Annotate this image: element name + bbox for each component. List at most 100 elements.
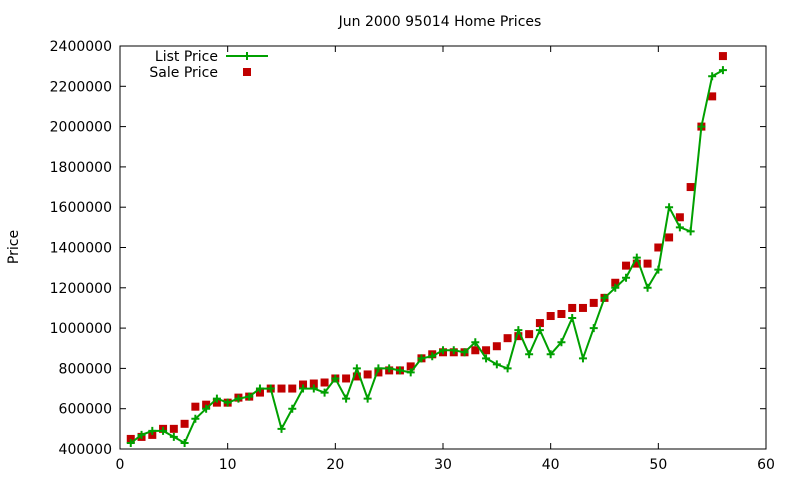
list-price-point: [675, 223, 684, 232]
list-price-point: [503, 364, 512, 373]
list-price-point: [439, 346, 447, 355]
y-tick-label: 2000000: [50, 120, 112, 136]
y-tick-label: 400000: [59, 442, 112, 458]
sale-price-point: [611, 278, 620, 287]
list-price-point: [255, 384, 264, 393]
list-price-point: [234, 394, 243, 403]
list-price-point: [180, 438, 189, 447]
list-price-point: [578, 354, 587, 363]
sale-price-point: [654, 243, 663, 252]
legend-label-list-price: List Price: [155, 49, 218, 65]
x-tick-label: 30: [434, 457, 452, 473]
list-price-point: [363, 394, 372, 403]
list-price-point: [718, 66, 727, 75]
legend-marker-list-price: [243, 52, 251, 60]
sale-price-point: [288, 384, 297, 393]
list-price-point: [148, 426, 157, 435]
sale-price-point: [622, 261, 631, 270]
sale-price-point: [492, 342, 501, 351]
sale-price-point: [482, 346, 491, 355]
legend-marker-sale-price: [243, 68, 251, 76]
sale-price-point: [342, 374, 351, 383]
list-price-point: [395, 366, 404, 375]
list-price-point: [277, 424, 286, 433]
list-price-point: [126, 438, 135, 447]
list-price-point: [622, 273, 631, 282]
list-price-point: [374, 364, 383, 373]
sale-price-point: [299, 380, 308, 389]
list-price-point: [643, 283, 652, 292]
x-tick-label: 60: [757, 457, 775, 473]
x-tick-label: 0: [116, 457, 125, 473]
list-price-point: [697, 122, 706, 131]
legend: List Price Sale Price: [149, 49, 268, 81]
x-tick-label: 50: [649, 457, 667, 473]
sale-price-point: [374, 368, 383, 377]
y-tick-label: 1400000: [50, 241, 112, 257]
sale-price-point: [632, 259, 641, 268]
list-price-point: [288, 404, 297, 413]
legend-label-sale-price: Sale Price: [149, 65, 218, 81]
y-tick-label: 2400000: [50, 39, 112, 55]
sale-price-point: [309, 379, 318, 388]
y-tick-label: 1000000: [50, 321, 112, 337]
sale-price-point: [503, 334, 512, 343]
sale-price-point: [557, 309, 566, 318]
list-price-point: [589, 324, 598, 333]
x-axis-ticks: 0 10 20 30 40 50 60: [116, 46, 775, 473]
sale-price-point: [665, 233, 674, 242]
sale-price-point: [202, 400, 211, 409]
list-price-point: [568, 314, 577, 323]
sale-price-point: [191, 402, 200, 411]
list-price-point: [632, 253, 641, 262]
chart-title: Jun 2000 95014 Home Prices: [338, 14, 542, 30]
sale-price-point: [320, 378, 329, 387]
y-axis-ticks: 400000 600000 800000 1000000 1200000 1400000 1…: [50, 39, 766, 458]
list-price-point: [600, 293, 609, 302]
x-tick-label: 10: [219, 457, 237, 473]
list-price-point: [309, 384, 318, 393]
list-price-point: [514, 326, 523, 335]
sale-price-point: [675, 213, 684, 222]
y-tick-label: 2200000: [50, 79, 112, 95]
list-price-point: [137, 430, 146, 439]
sale-price-point: [514, 332, 523, 341]
list-price-point: [245, 392, 254, 401]
y-tick-label: 800000: [59, 361, 112, 377]
list-price-point: [654, 265, 663, 274]
list-price-point: [557, 338, 566, 347]
y-tick-label: 600000: [59, 402, 112, 418]
sale-price-point: [708, 92, 717, 101]
sale-price-point: [363, 370, 372, 379]
list-price-point: [169, 432, 178, 441]
list-price-point: [159, 426, 168, 435]
list-price-point: [385, 364, 394, 373]
list-price-point: [266, 384, 275, 393]
sale-price-point: [212, 398, 221, 407]
y-tick-label: 1200000: [50, 281, 112, 297]
sale-price-point: [148, 430, 157, 439]
sale-price-point: [277, 384, 286, 393]
sale-price-point: [180, 419, 189, 428]
list-price-point: [428, 352, 437, 361]
sale-price-point: [718, 52, 727, 61]
list-price-point: [299, 384, 308, 393]
list-price-point: [202, 404, 211, 413]
sale-price-point: [546, 312, 555, 321]
list-price-point: [686, 227, 695, 236]
sale-price-point: [589, 298, 598, 307]
list-price-point: [406, 368, 415, 377]
list-price-point: [535, 326, 544, 335]
sale-price-point: [568, 303, 577, 312]
sale-price-point: [352, 372, 361, 381]
list-price-point: [482, 354, 491, 363]
list-price-point: [212, 394, 221, 403]
list-price-point: [708, 72, 717, 81]
list-price-point: [665, 203, 674, 212]
sale-price-point: [535, 319, 544, 328]
series-layer: [126, 52, 727, 447]
y-tick-label: 1600000: [50, 200, 112, 216]
list-price-point: [471, 338, 480, 347]
sale-price-point: [643, 259, 652, 268]
